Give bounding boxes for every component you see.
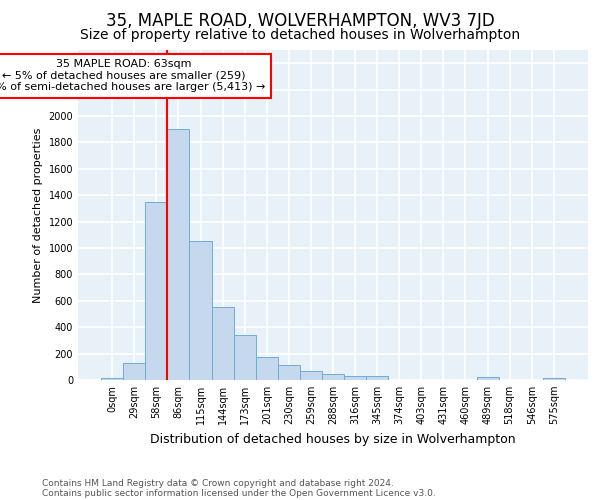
Bar [543,378,565,380]
Bar [300,372,322,380]
Bar [145,202,167,380]
Bar [190,242,212,380]
Bar [256,357,278,380]
Text: 35, MAPLE ROAD, WOLVERHAMPTON, WV3 7JD: 35, MAPLE ROAD, WOLVERHAMPTON, WV3 7JD [106,12,494,30]
Bar [233,335,256,380]
Text: Contains public sector information licensed under the Open Government Licence v3: Contains public sector information licen… [42,488,436,498]
Bar [476,376,499,380]
Text: Size of property relative to detached houses in Wolverhampton: Size of property relative to detached ho… [80,28,520,42]
Bar [167,129,190,380]
Bar [366,376,388,380]
X-axis label: Distribution of detached houses by size in Wolverhampton: Distribution of detached houses by size … [150,432,516,446]
Bar [212,308,233,380]
Y-axis label: Number of detached properties: Number of detached properties [33,128,43,302]
Bar [278,365,300,380]
Bar [101,378,123,380]
Text: 35 MAPLE ROAD: 63sqm
← 5% of detached houses are smaller (259)
95% of semi-detac: 35 MAPLE ROAD: 63sqm ← 5% of detached ho… [0,59,265,92]
Bar [123,363,145,380]
Bar [322,374,344,380]
Text: Contains HM Land Registry data © Crown copyright and database right 2024.: Contains HM Land Registry data © Crown c… [42,478,394,488]
Bar [344,376,366,380]
